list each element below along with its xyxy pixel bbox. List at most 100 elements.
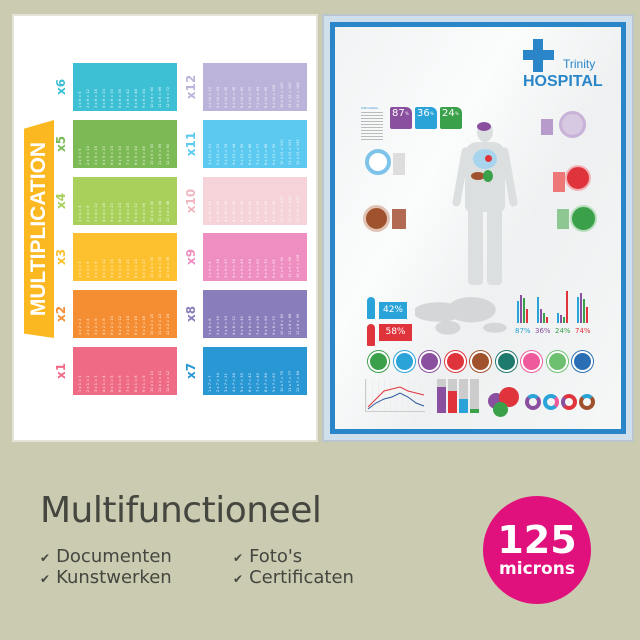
times-table-line: 5 x 7 = 35 [240,373,245,392]
feature-item: ✔ Kunstwerken [40,567,172,588]
times-table-line: 1 x 1 = 1 [78,375,82,392]
bar-group-label: 36% [535,327,551,335]
feature-label: Certificaten [249,567,354,588]
times-table-line: 5 x 6 = 30 [110,89,115,108]
feature-label: Kunstwerken [56,567,172,588]
times-table-line: 2 x 11 = 22 [216,143,221,165]
times-table-line: 10 x 1 = 10 [150,370,155,392]
times-table-line: 5 x 1 = 5 [110,375,115,392]
times-table-line: 11 x 12 = 132 [288,82,293,108]
stat-box: 87% [390,107,412,129]
times-table-line: 1 x 7 = 7 [208,375,212,392]
times-table-line: 9 x 4 = 36 [142,203,147,222]
times-table-line: 6 x 12 = 72 [248,86,253,108]
times-table-line: 7 x 5 = 35 [126,146,131,165]
info-label: Information [361,106,379,110]
brain-bar-chart [541,119,553,135]
heart-organ [485,155,492,162]
times-table-line: 3 x 4 = 12 [94,203,99,222]
heart-bar-chart [553,172,565,192]
times-table-line: 9 x 11 = 99 [272,143,277,165]
times-table-line: 2 x 10 = 20 [216,200,221,222]
times-table-line: 2 x 1 = 2 [86,375,91,392]
brand-small: Trinity [563,57,596,71]
times-table-lines: 1 x 7 = 7 2 x 7 = 14 3 x 7 = 21 4 x 7 = 28 5… [203,347,307,395]
times-table-line: 10 x 12 = 120 [280,82,285,108]
times-table-line: 10 x 2 = 20 [150,313,155,335]
times-table-line: 1 x 3 = 3 [78,261,82,278]
times-table-lines: 1 x 10 = 10 2 x 10 = 20 3 x 10 = 30 4 x 10 … [203,177,307,225]
line-chart [365,379,425,412]
times-table-line: 4 x 4 = 16 [102,203,107,222]
times-table-lines: 1 x 11 = 11 2 x 11 = 22 3 x 11 = 33 4 x 11 … [203,120,307,168]
stomach-organ [483,170,493,182]
times-table-line: 3 x 2 = 6 [94,318,99,335]
times-table-label: x11 [184,131,198,157]
times-table-line: 10 x 4 = 40 [150,200,155,222]
times-table-line: 10 x 6 = 60 [150,86,155,108]
times-table-line: 2 x 6 = 12 [86,89,91,108]
stomach-icon [570,205,597,232]
times-table-line: 2 x 9 = 18 [216,259,221,278]
times-table-line: 4 x 11 = 44 [232,143,237,165]
times-table-line: 1 x 4 = 4 [78,205,82,222]
times-table-line: 7 x 6 = 42 [126,89,131,108]
times-table-line: 8 x 11 = 88 [264,143,269,165]
times-table-line: 4 x 2 = 8 [102,318,107,335]
times-table-line: 10 x 10 = 100 [280,196,285,222]
times-table-line: 12 x 7 = 84 [296,370,301,392]
times-table-line: 9 x 10 = 90 [272,200,277,222]
times-table-line: 9 x 1 = 9 [142,375,147,392]
times-table-label: x7 [184,362,198,380]
times-table-label: x3 [54,248,68,266]
times-table-line: 12 x 10 = 120 [296,196,301,222]
times-table-line: 5 x 5 = 25 [110,146,115,165]
times-table-line: 1 x 6 = 6 [78,91,82,108]
times-table-line: 3 x 5 = 15 [94,146,99,165]
times-table-line: 11 x 2 = 22 [158,313,163,335]
times-table-card-x12: 1 x 12 = 12 2 x 12 = 24 3 x 12 = 36 4 x 12 … [203,63,307,111]
times-table-line: 3 x 6 = 18 [94,89,99,108]
bar [517,301,519,323]
times-table-line: 12 x 5 = 60 [166,143,171,165]
stomach-icon [368,351,389,372]
times-table-line: 6 x 8 = 48 [248,316,253,335]
times-table-lines: 1 x 9 = 9 2 x 9 = 18 3 x 9 = 27 4 x 9 = 36 5… [203,233,307,281]
times-table-line: 3 x 8 = 24 [224,316,229,335]
times-table-line: 11 x 7 = 77 [288,370,293,392]
times-table-label: x2 [54,305,68,323]
times-table-line: 3 x 9 = 27 [224,259,229,278]
times-table-label: x4 [54,192,68,210]
times-table-card-x11: 1 x 11 = 11 2 x 11 = 22 3 x 11 = 33 4 x 11 … [203,120,307,168]
times-table-line: 6 x 6 = 36 [118,89,123,108]
times-table-line: 8 x 2 = 16 [134,316,139,335]
stacked-bar-chart [437,379,481,413]
times-table-line: 5 x 10 = 50 [240,200,245,222]
times-table-line: 5 x 11 = 55 [240,143,245,165]
times-table-line: 3 x 7 = 21 [224,373,229,392]
feature-label: Foto's [249,546,303,567]
times-table-line: 4 x 10 = 40 [232,200,237,222]
brain-icon [419,351,440,372]
times-table-line: 11 x 6 = 66 [158,86,163,108]
bed-icon [546,351,568,372]
times-table-card-x5: 1 x 5 = 5 2 x 5 = 10 3 x 5 = 15 4 x 5 = 20 5… [73,120,177,168]
times-table-line: 9 x 3 = 27 [142,259,147,278]
times-table-card-x8: 1 x 8 = 8 2 x 8 = 16 3 x 8 = 24 4 x 8 = 32 5… [203,290,307,338]
times-table-line: 1 x 9 = 9 [208,261,212,278]
bar [537,297,539,323]
feature-label: Documenten [56,546,172,567]
times-table-label: x6 [54,78,68,96]
apple-icon [572,351,593,372]
times-table-line: 11 x 10 = 110 [288,196,293,222]
liver-organ [471,172,485,180]
times-table-line: 7 x 12 = 84 [256,86,261,108]
times-table-line: 9 x 9 = 81 [272,259,277,278]
bar [520,295,522,323]
bar [546,317,548,323]
check-icon: ✔ [233,551,244,565]
times-table-line: 3 x 11 = 33 [224,143,229,165]
brand-big: HOSPITAL [523,73,603,90]
